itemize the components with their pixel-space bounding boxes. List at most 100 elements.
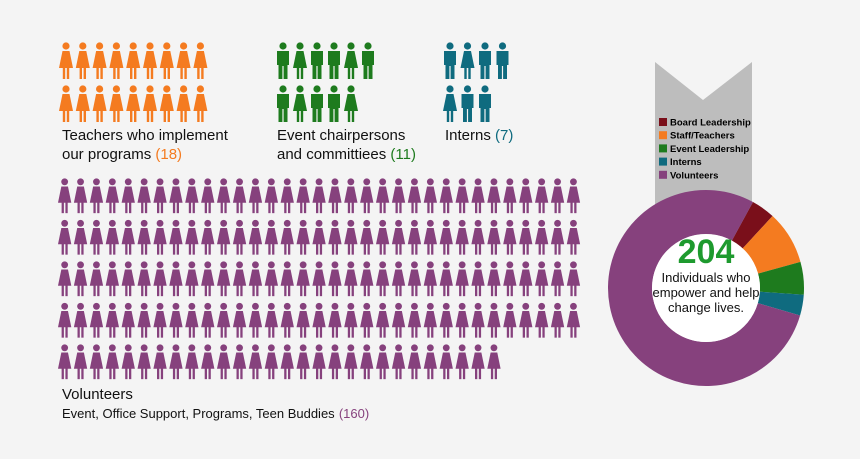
person-icon	[296, 302, 310, 338]
person-icon	[328, 42, 340, 79]
person-icon	[455, 219, 469, 255]
person-icon	[89, 178, 104, 214]
donut-center: 204 Individuals who empower and help chan…	[651, 234, 761, 315]
person-icon	[121, 302, 135, 338]
person-icon	[159, 42, 174, 79]
person-icon	[344, 344, 358, 380]
person-icon	[126, 42, 141, 79]
person-icon	[311, 42, 323, 79]
person-icon	[455, 344, 469, 380]
person-icon	[407, 344, 422, 380]
person-icon	[496, 42, 509, 79]
donut-hole	[652, 234, 760, 342]
person-icon	[407, 219, 422, 255]
person-icon	[185, 219, 199, 255]
person-icon	[264, 302, 278, 338]
person-icon	[423, 344, 437, 380]
volunteers-label: Volunteers Event, Office Support, Program…	[62, 386, 370, 421]
legend-swatch	[659, 170, 667, 179]
person-icon	[487, 261, 501, 297]
person-icon	[407, 302, 422, 338]
person-icon	[248, 219, 263, 255]
person-icon	[105, 219, 119, 255]
donut-slice	[742, 216, 801, 274]
person-icon	[376, 302, 390, 338]
person-icon	[217, 344, 231, 380]
person-icon	[423, 219, 437, 255]
person-icon	[344, 261, 358, 297]
person-icon	[376, 219, 390, 255]
person-icon	[73, 178, 88, 214]
person-icon	[264, 219, 278, 255]
person-icon	[344, 85, 358, 122]
person-icon	[391, 178, 406, 214]
person-icon	[109, 85, 124, 122]
person-icon	[479, 85, 491, 122]
teachers-label: Teachers who implement our programs (18)	[62, 127, 228, 163]
person-icon	[360, 219, 374, 255]
person-icon	[471, 261, 485, 297]
icon-group	[58, 178, 581, 380]
person-icon	[137, 178, 151, 214]
legend-label: Event Leadership	[670, 144, 749, 155]
person-icon	[460, 42, 475, 79]
person-icon	[75, 42, 90, 79]
person-icon	[201, 219, 215, 255]
donut-slice	[757, 291, 804, 316]
person-icon	[376, 344, 390, 380]
person-icon	[328, 344, 342, 380]
person-icon	[362, 42, 374, 79]
person-icon	[312, 178, 326, 214]
person-icon	[439, 302, 453, 338]
person-icon	[344, 42, 358, 79]
person-icon	[566, 219, 581, 255]
person-icon	[232, 219, 247, 255]
person-icon	[391, 219, 406, 255]
person-icon	[280, 178, 294, 214]
center-text: Individuals who empower and help change …	[652, 270, 760, 315]
person-icon	[232, 344, 247, 380]
person-icon	[73, 219, 88, 255]
person-icon	[143, 85, 157, 122]
person-icon	[169, 178, 183, 214]
person-icon	[89, 219, 104, 255]
person-icon	[280, 344, 294, 380]
icon-group	[59, 42, 208, 122]
person-icon	[550, 219, 565, 255]
person-icon	[423, 302, 437, 338]
person-icon	[217, 178, 231, 214]
person-icon	[423, 261, 437, 297]
person-icon	[280, 302, 294, 338]
person-icon	[217, 261, 231, 297]
person-icon	[59, 42, 73, 79]
person-icon	[105, 261, 119, 297]
person-icon	[193, 42, 208, 79]
icon-group	[277, 42, 374, 122]
person-icon	[439, 344, 453, 380]
person-icon	[328, 302, 342, 338]
person-icon	[328, 85, 340, 122]
person-icon	[296, 261, 310, 297]
person-icon	[185, 261, 199, 297]
person-icon	[169, 261, 183, 297]
person-icon	[311, 85, 323, 122]
person-icon	[58, 261, 72, 297]
person-icon	[89, 344, 104, 380]
person-icon	[109, 42, 124, 79]
person-icon	[439, 261, 453, 297]
person-icon	[328, 219, 342, 255]
person-icon	[280, 261, 294, 297]
person-icon	[153, 344, 167, 380]
person-icon	[312, 344, 326, 380]
person-icon	[407, 261, 422, 297]
person-icon	[550, 302, 565, 338]
person-icon	[519, 261, 533, 297]
person-icon	[143, 42, 157, 79]
legend-label: Interns	[670, 157, 702, 168]
person-icon	[535, 261, 549, 297]
person-icon	[105, 344, 119, 380]
person-icon	[153, 302, 167, 338]
person-icon	[277, 85, 289, 122]
person-icon	[503, 302, 517, 338]
person-icon	[264, 261, 278, 297]
